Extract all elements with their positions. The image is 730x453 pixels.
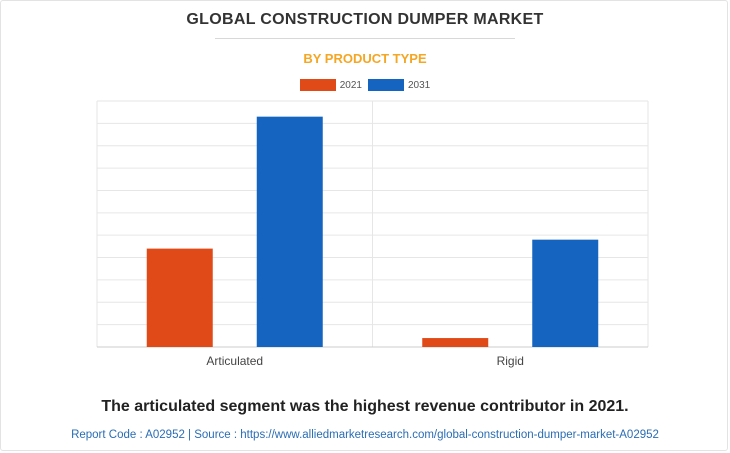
legend-label-2021: 2021	[339, 79, 362, 91]
legend-item-2031[interactable]: 2031	[368, 79, 430, 91]
bar-articulated-2031	[256, 116, 323, 348]
bar-rigid-2031	[532, 239, 599, 347]
source-line[interactable]: Report Code : A02952 | Source : https://…	[71, 429, 659, 441]
legend-label-2031: 2031	[408, 79, 431, 91]
legend-item-2021[interactable]: 2021	[299, 79, 362, 91]
legend-swatch-2031	[368, 79, 404, 91]
title-divider	[215, 38, 515, 39]
legend: 2021 2031	[0, 79, 730, 91]
legend-swatch-2021	[299, 79, 336, 91]
bar-rigid-2021	[422, 338, 489, 347]
chart-caption: The articulated segment was the highest …	[101, 398, 629, 415]
chart-subtitle: BY PRODUCT TYPE	[303, 51, 427, 66]
x-tick-label-articulated: Articulated	[206, 354, 263, 368]
chart-title: GLOBAL CONSTRUCTION DUMPER MARKET	[186, 11, 544, 28]
x-tick-label-rigid: Rigid	[497, 354, 524, 368]
bar-articulated-2021	[146, 248, 213, 347]
